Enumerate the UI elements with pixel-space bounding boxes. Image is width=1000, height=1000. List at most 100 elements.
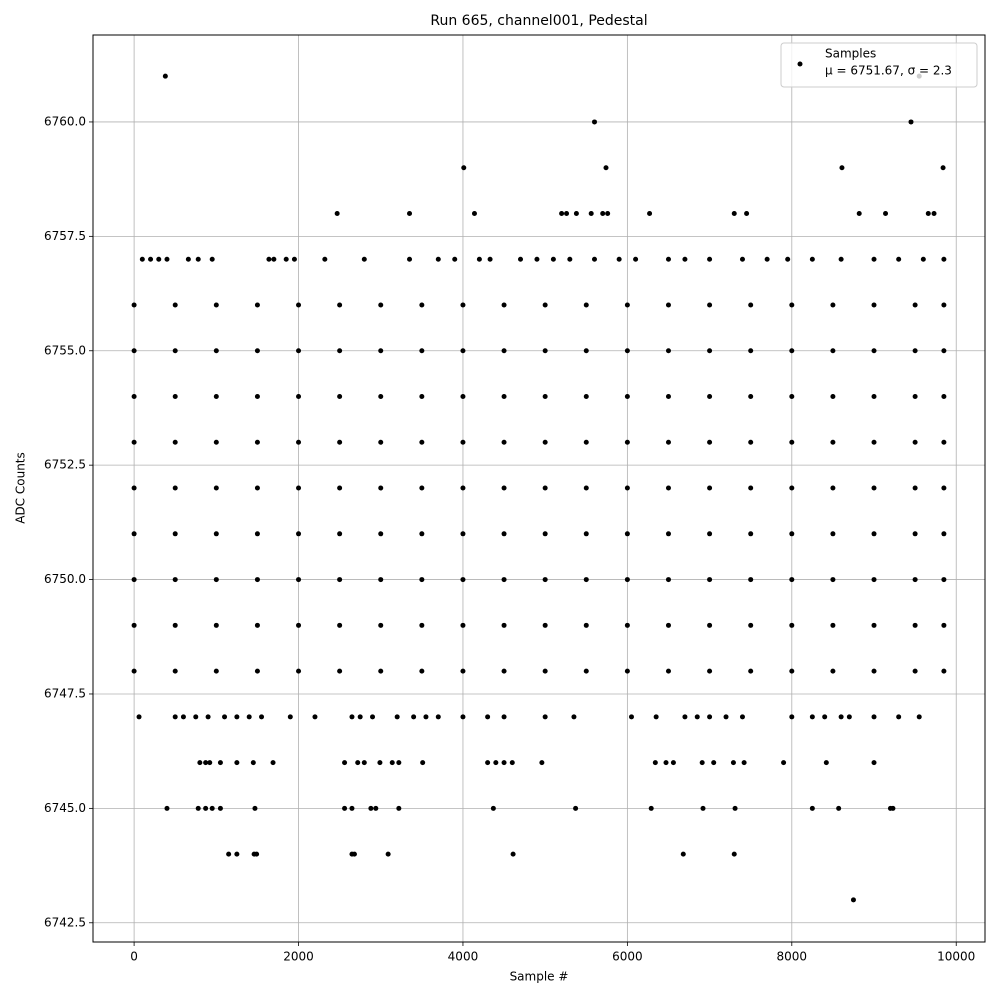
data-point [739,714,745,720]
data-point [172,485,178,491]
data-point [460,622,466,628]
data-point [682,714,688,720]
data-point [337,394,343,400]
data-point [624,668,630,674]
data-point [748,439,754,445]
data-point [337,577,343,583]
data-point [731,210,737,216]
data-point [941,622,947,628]
data-point [941,531,947,537]
data-point [789,668,795,674]
data-point [254,622,260,628]
data-point [591,119,597,125]
data-point [707,485,713,491]
data-point [378,622,384,628]
data-point [254,485,260,491]
data-point [871,348,877,354]
data-point [209,805,215,811]
data-point [213,348,219,354]
data-point [156,256,162,262]
data-point [501,668,507,674]
data-point [542,622,548,628]
data-point [213,302,219,308]
data-point [707,302,713,308]
data-point [337,439,343,445]
data-point [485,714,491,720]
data-point [871,256,877,262]
data-point [131,439,137,445]
data-point [501,622,507,628]
x-axis-label: Sample # [510,970,569,984]
data-point [823,760,829,766]
data-point [542,714,548,720]
data-point [711,760,717,766]
data-point [665,302,671,308]
data-point [349,805,355,811]
y-tick-label: 6757.5 [44,229,86,243]
data-point [162,73,168,79]
data-point [912,439,918,445]
data-point [896,256,902,262]
data-point [564,210,570,216]
data-point [700,805,706,811]
data-point [830,622,836,628]
data-point [748,622,754,628]
data-point [707,577,713,583]
data-point [748,668,754,674]
data-point [744,210,750,216]
data-point [172,577,178,583]
data-point [460,348,466,354]
data-point [337,622,343,628]
data-point [665,622,671,628]
data-point [785,256,791,262]
data-point [789,302,795,308]
data-point [254,348,260,354]
data-point [172,439,178,445]
data-point [871,668,877,674]
y-tick-label: 6760.0 [44,114,86,128]
data-point [419,302,425,308]
data-point [461,165,467,171]
data-point [510,851,516,857]
data-point [357,714,363,720]
data-point [890,805,896,811]
data-point [624,302,630,308]
data-point [830,531,836,537]
data-point [850,897,856,903]
data-point [460,668,466,674]
data-point [871,577,877,583]
data-point [407,256,413,262]
data-point [941,348,947,354]
data-point [164,256,170,262]
y-tick-label: 6742.5 [44,915,86,929]
legend-label: Samples [825,47,876,61]
data-point [419,394,425,400]
data-point [423,714,429,720]
legend-marker [797,61,803,67]
data-point [908,119,914,125]
data-point [394,714,400,720]
data-point [131,394,137,400]
data-point [337,302,343,308]
data-point [487,256,493,262]
data-point [856,210,862,216]
data-point [435,256,441,262]
data-point [559,210,565,216]
data-point [616,256,622,262]
data-point [789,531,795,537]
data-point [296,439,302,445]
data-point [573,805,579,811]
data-point [435,714,441,720]
data-point [694,714,700,720]
data-point [931,210,937,216]
legend: Samples μ = 6751.67, σ = 2.3 [780,42,978,88]
data-point [460,577,466,583]
data-point [789,394,795,400]
data-point [748,348,754,354]
data-point [252,805,258,811]
data-point [583,531,589,537]
data-point [830,485,836,491]
data-point [476,256,482,262]
data-point [583,485,589,491]
data-point [378,531,384,537]
